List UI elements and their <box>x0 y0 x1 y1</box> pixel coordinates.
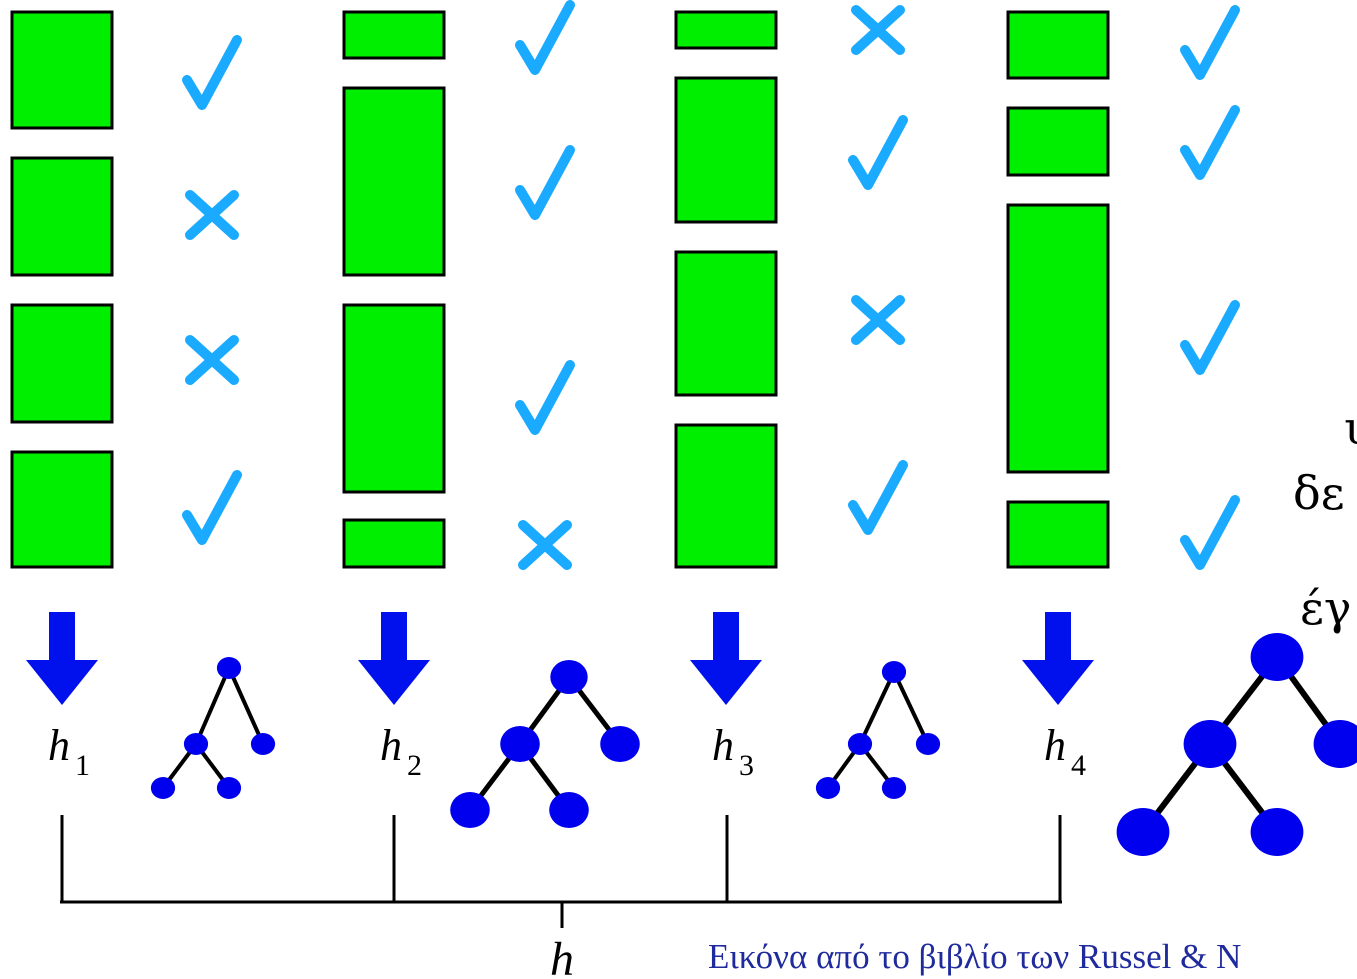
sample-box-h2-4 <box>342 518 446 569</box>
tree-icon <box>150 657 276 799</box>
sample-box-h1-3 <box>10 303 114 424</box>
classification-marks <box>182 0 1240 570</box>
sample-box-h2-3 <box>342 303 446 494</box>
tree-icon <box>450 660 640 828</box>
tree-icon <box>1116 633 1357 856</box>
checkmark-icon <box>1180 495 1240 570</box>
down-arrow-icon <box>690 612 762 705</box>
cross-icon <box>851 5 905 55</box>
down-arrow-icon <box>358 612 430 705</box>
tree-icon <box>815 661 941 799</box>
cross-icon <box>851 295 905 345</box>
combination-bracket <box>60 815 1062 928</box>
cross-icon <box>185 190 239 240</box>
training-sample-boxes <box>10 10 1110 569</box>
checkmark-icon <box>848 460 908 535</box>
checkmark-icon <box>182 35 242 110</box>
sample-box-h3-4 <box>674 423 778 569</box>
hypothesis-trees <box>150 633 1357 856</box>
cut-off-text-line-3: έγ <box>1300 581 1352 635</box>
sample-box-h4-3 <box>1006 203 1110 474</box>
sample-box-h1-4 <box>10 450 114 569</box>
sample-box-h3-3 <box>674 250 778 397</box>
sample-box-h3-2 <box>674 76 778 224</box>
sample-box-h4-2 <box>1006 106 1110 177</box>
sample-box-h2-2 <box>342 86 446 277</box>
cross-icon <box>185 335 239 385</box>
output-arrows <box>26 612 1094 705</box>
down-arrow-icon <box>26 612 98 705</box>
down-arrow-icon <box>1022 612 1094 705</box>
checkmark-icon <box>515 360 575 435</box>
cross-icon <box>518 520 572 570</box>
combined-hypothesis-label: h <box>550 933 574 979</box>
sample-box-h4-4 <box>1006 500 1110 569</box>
checkmark-icon <box>848 115 908 190</box>
checkmark-icon <box>1180 105 1240 180</box>
sample-box-h1-2 <box>10 156 114 277</box>
checkmark-icon <box>515 0 575 75</box>
sample-box-h4-1 <box>1006 10 1110 80</box>
sample-box-h3-1 <box>674 10 778 50</box>
cut-off-text-line-1: υ <box>1344 405 1357 451</box>
sample-box-h2-1 <box>342 10 446 60</box>
checkmark-icon <box>515 145 575 220</box>
checkmark-icon <box>182 470 242 545</box>
checkmark-icon <box>1180 5 1240 80</box>
cut-off-text-line-2: δε <box>1293 466 1345 520</box>
sample-box-h1-1 <box>10 10 114 130</box>
image-source-caption: Εικόνα από το βιβλίο των Russel & N <box>708 937 1242 976</box>
checkmark-icon <box>1180 300 1240 375</box>
